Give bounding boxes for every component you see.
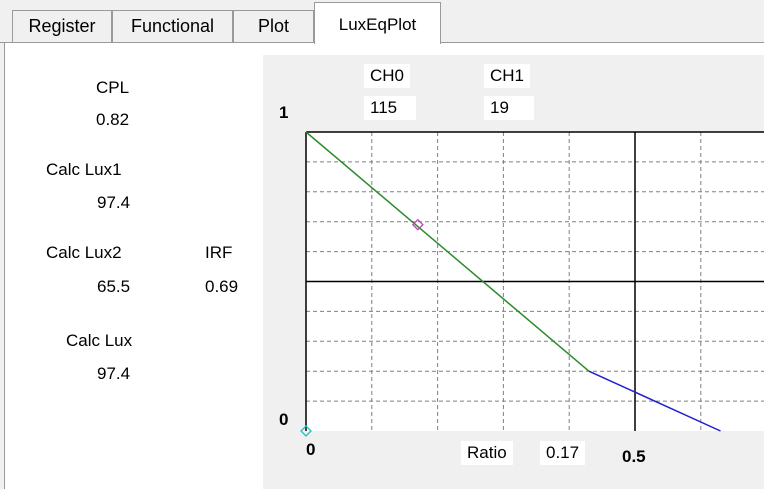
- ch0-label: CH0: [364, 64, 411, 88]
- ch1-label: CH1: [484, 64, 531, 88]
- calc-lux1-value: 97.4: [97, 193, 131, 212]
- data-point-marker-1: [411, 218, 424, 231]
- tab-bar: Register Functional Plot LuxEqPlot: [0, 0, 764, 44]
- tab-plot[interactable]: Plot: [233, 10, 314, 42]
- irf-label: IRF: [205, 243, 233, 262]
- ratio-label: Ratio: [461, 441, 513, 465]
- calc-lux-label: Calc Lux: [66, 331, 133, 350]
- y-axis-top-label: 1: [279, 103, 289, 122]
- ch1-value: 19: [484, 96, 534, 120]
- calc-lux2-label: Calc Lux2: [46, 243, 122, 262]
- tab-luxeqplot[interactable]: LuxEqPlot: [314, 2, 441, 44]
- tab-functional[interactable]: Functional: [112, 10, 233, 42]
- calc-lux1-label: Calc Lux1: [46, 160, 122, 179]
- tab-register[interactable]: Register: [12, 10, 112, 42]
- data-point-marker-2: [300, 425, 312, 437]
- x-axis-mid-label: 0.5: [622, 447, 646, 466]
- series-line-1: [305, 131, 590, 372]
- cpl-label: CPL: [96, 78, 130, 97]
- cpl-value: 0.82: [96, 110, 130, 129]
- ratio-value: 0.17: [540, 441, 586, 465]
- y-axis-bottom-label: 0: [279, 410, 289, 429]
- series-line-2: [588, 370, 721, 432]
- x-axis-left-label: 0: [306, 440, 316, 459]
- ch0-value: 115: [364, 96, 416, 120]
- calc-lux2-value: 65.5: [97, 277, 131, 296]
- irf-value: 0.69: [205, 277, 239, 296]
- calc-lux-value: 97.4: [97, 364, 131, 383]
